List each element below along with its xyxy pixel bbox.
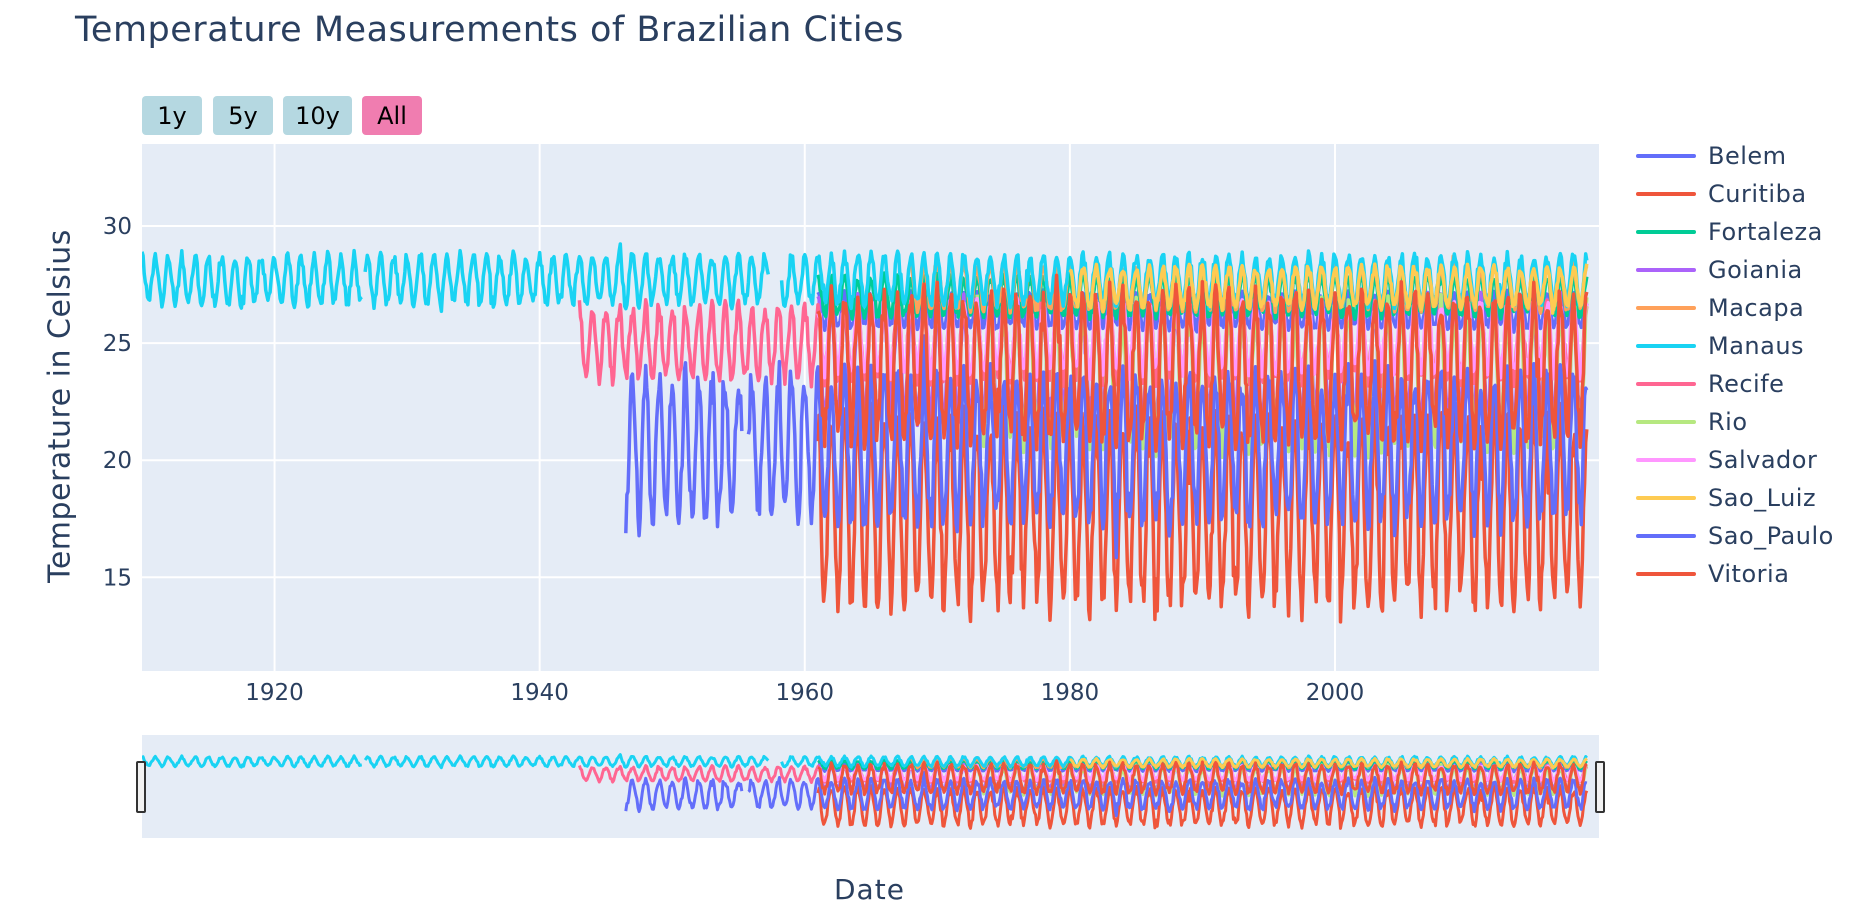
range-button-5y[interactable]: 5y [213,96,273,135]
legend-label: Recife [1708,370,1785,398]
slider-line-sao_paulo [624,776,744,814]
range-button-10y[interactable]: 10y [283,96,352,135]
main-series-lines [142,242,1589,624]
legend-item-macapa[interactable]: Macapa [1636,289,1866,327]
y-axis-title: Temperature in Celsius [42,229,78,583]
legend-swatch [1636,230,1696,234]
series-line-curitiba [816,395,1589,624]
chart-title: Temperature Measurements of Brazilian Ci… [75,10,904,50]
range-slider-right-handle[interactable] [1595,761,1605,813]
slider-line-vitoria [817,759,1588,797]
legend-swatch [1636,306,1696,310]
legend-item-belem[interactable]: Belem [1636,137,1866,175]
legend-swatch [1636,344,1696,348]
x-tick-labels: 1920 1940 1960 1980 2000 [245,680,1364,706]
legend-swatch [1636,572,1696,576]
x-tick-label: 1960 [776,680,835,706]
legend-swatch [1636,192,1696,196]
range-button-all[interactable]: All [362,96,422,135]
legend-swatch [1636,534,1696,538]
y-tick-label: 15 [103,565,132,591]
legend-item-rio[interactable]: Rio [1636,403,1866,441]
slider-line-manaus [142,754,363,769]
legend-label: Goiania [1708,256,1803,284]
legend-label: Salvador [1708,446,1818,474]
legend-label: Sao_Paulo [1708,522,1834,550]
range-button-1y[interactable]: 1y [142,96,202,135]
legend-item-curitiba[interactable]: Curitiba [1636,175,1866,213]
legend-label: Sao_Luiz [1708,484,1817,512]
series-line-vitoria [816,273,1589,454]
legend-swatch [1636,268,1696,272]
y-tick-labels: 15 20 25 30 [103,214,132,591]
legend-label: Belem [1708,142,1787,170]
x-tick-label: 2000 [1306,680,1365,706]
series-line-manaus [142,248,363,310]
legend-swatch [1636,458,1696,462]
legend-label: Vitoria [1708,560,1790,588]
series-line-sao_luiz [1068,262,1589,315]
slider-line-sao_paulo [747,771,1588,818]
legend-label: Fortaleza [1708,218,1823,246]
legend-item-sao_paulo[interactable]: Sao_Paulo [1636,517,1866,555]
series-line-sao_paulo [746,334,1589,560]
x-axis-title: Date [834,873,905,906]
y-tick-label: 30 [103,214,132,240]
x-tick-label: 1920 [245,680,304,706]
slider-line-sao_luiz [1069,757,1588,770]
legend-swatch [1636,420,1696,424]
legend-item-goiania[interactable]: Goiania [1636,251,1866,289]
legend-label: Macapa [1708,294,1805,322]
legend-item-fortaleza[interactable]: Fortaleza [1636,213,1866,251]
legend-item-manaus[interactable]: Manaus [1636,327,1866,365]
x-tick-label: 1940 [510,680,569,706]
range-slider-left-handle[interactable] [136,761,146,813]
slider-line-manaus [363,753,770,770]
legend-swatch [1636,154,1696,158]
legend-label: Manaus [1708,332,1805,360]
range-slider-lines [142,753,1589,830]
x-tick-label: 1980 [1041,680,1100,706]
legend-swatch [1636,496,1696,500]
legend-item-vitoria[interactable]: Vitoria [1636,555,1866,593]
legend-label: Curitiba [1708,180,1807,208]
legend-label: Rio [1708,408,1748,436]
y-tick-label: 25 [103,331,132,357]
legend-item-recife[interactable]: Recife [1636,365,1866,403]
y-tick-label: 20 [103,448,132,474]
legend-item-salvador[interactable]: Salvador [1636,441,1866,479]
series-line-manaus [363,242,771,314]
legend-item-sao_luiz[interactable]: Sao_Luiz [1636,479,1866,517]
legend-swatch [1636,382,1696,386]
series-line-sao_paulo [624,361,744,538]
slider-line-curitiba [816,783,1589,830]
